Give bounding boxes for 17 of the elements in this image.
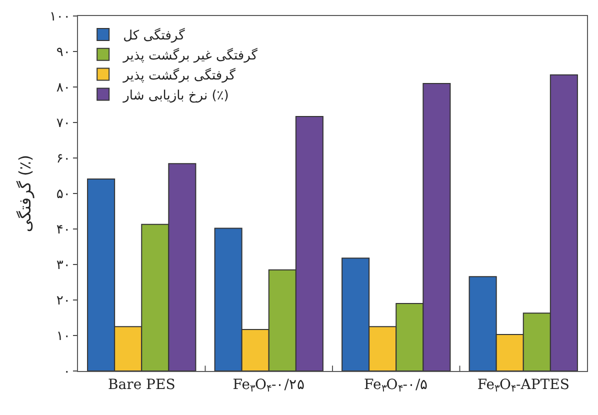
legend-label: گرفتگی برگشت پذیر [122,67,236,84]
y-tick-label: ۷۰ [56,116,70,132]
legend-label: گرفتگی غیر برگشت پذیر [122,47,258,64]
y-tick-label: ۱۰ [56,329,70,344]
y-tick-label: ۵۰ [56,187,70,202]
y-axis-title: گرفتگی (٪) [15,154,34,232]
legend-label: نرخ بازیابی شار (٪) [122,88,229,104]
y-tick-label: ۶۰ [56,152,70,167]
y-tick-label: ۳۰ [56,258,70,274]
y-tick-label: ۱۰۰ [49,10,70,25]
y-tick-label: ۲۰ [56,294,70,309]
y-tick-label: ۸۰ [56,80,70,96]
y-tick-label: ۴۰ [56,222,70,238]
legend-label: گرفتگی کل [123,28,186,44]
y-tick-label: ۰ [63,364,70,380]
y-tick-label: ۹۰ [56,45,70,60]
x-tick-label: Bare PES [108,376,176,393]
